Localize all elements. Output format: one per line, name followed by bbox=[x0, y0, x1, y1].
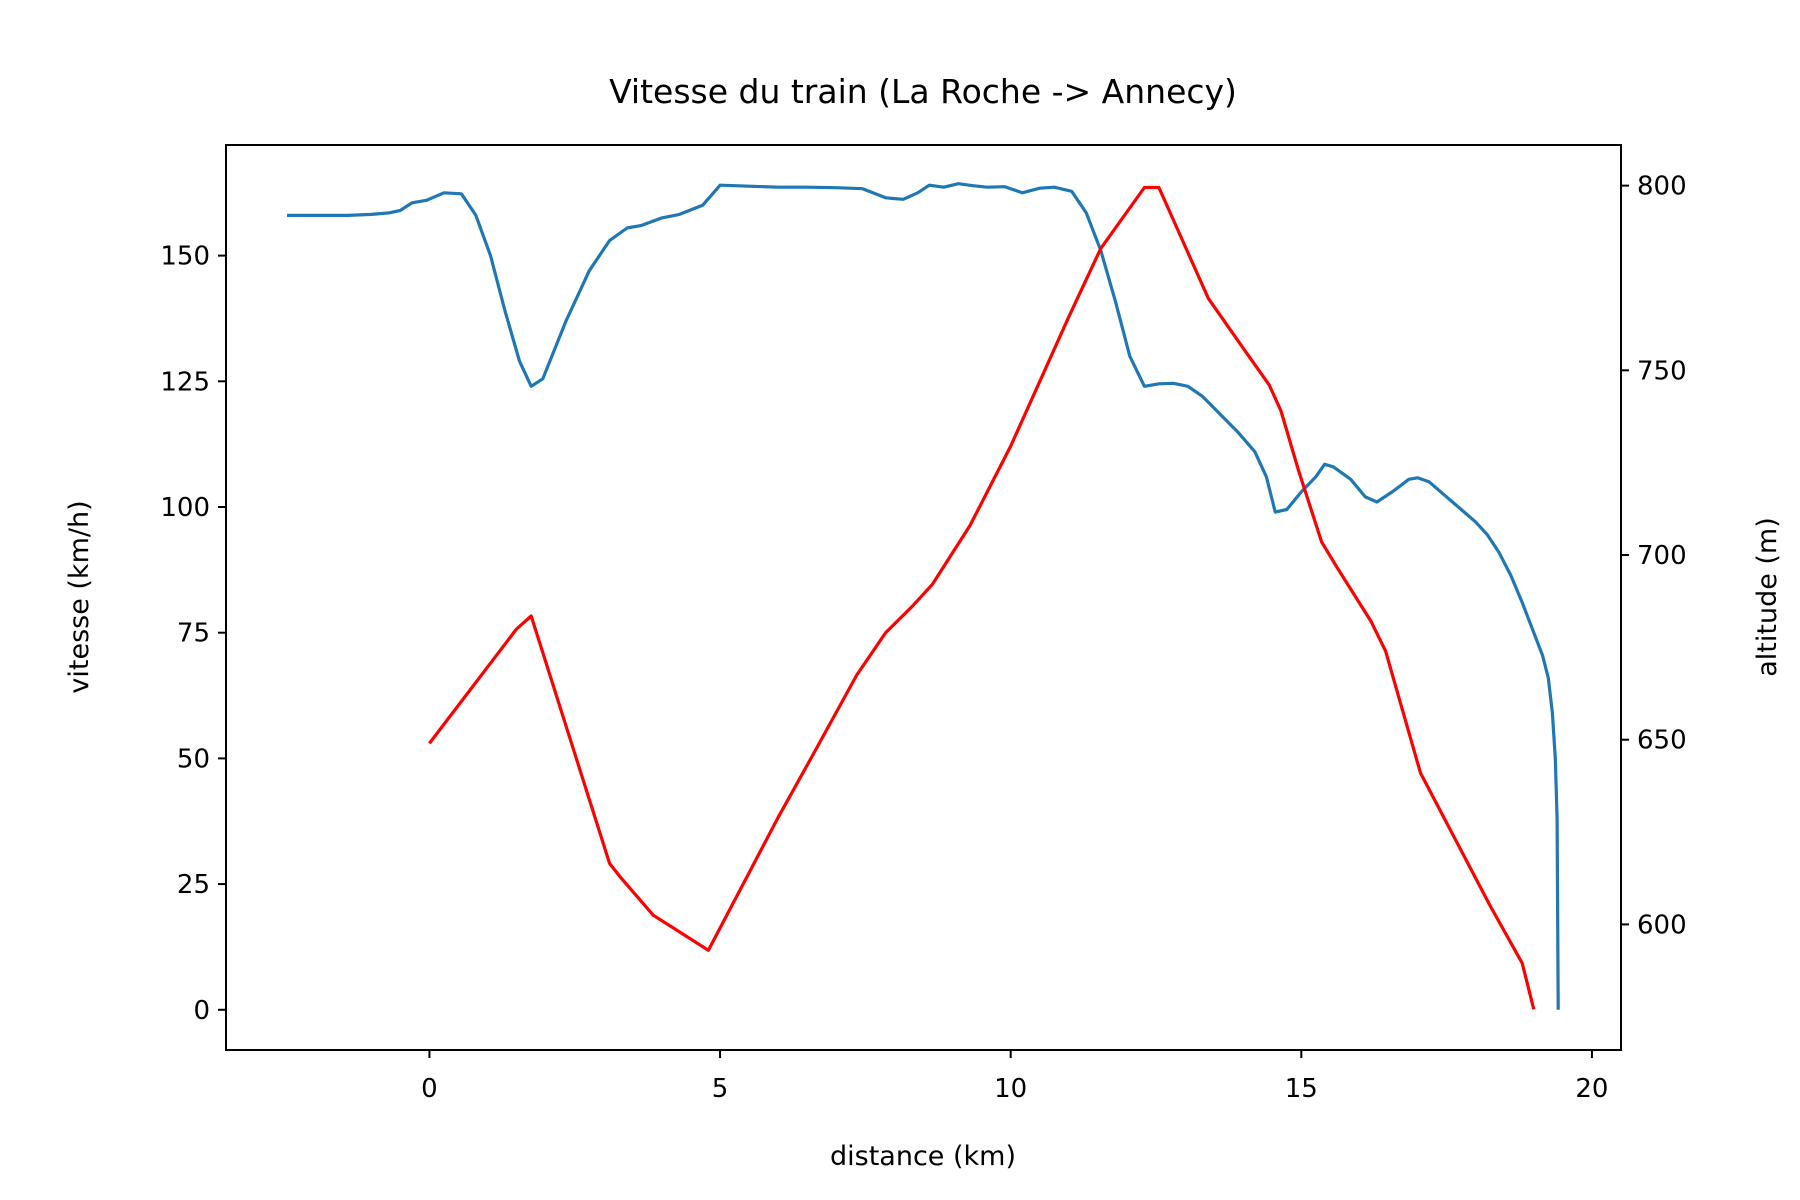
y-axis-label: vitesse (km/h) bbox=[64, 500, 95, 693]
x-axis-label: distance (km) bbox=[830, 1141, 1016, 1172]
chart-title: Vitesse du train (La Roche -> Annecy) bbox=[609, 72, 1237, 111]
y-tick-label: 100 bbox=[160, 493, 210, 523]
y-tick-label: 25 bbox=[177, 870, 210, 900]
series-layer bbox=[287, 182, 1560, 1010]
y2-tick-label: 800 bbox=[1637, 172, 1687, 202]
y-tick-label: 125 bbox=[160, 367, 210, 397]
x-tick-label: 0 bbox=[421, 1074, 438, 1104]
y-tick-label: 75 bbox=[177, 619, 210, 649]
x-tick-label: 20 bbox=[1575, 1074, 1608, 1104]
y-tick-label: 50 bbox=[177, 744, 210, 774]
y2-tick-label: 650 bbox=[1637, 726, 1687, 756]
altitude-series-line bbox=[428, 185, 1536, 1010]
y-tick-label: 150 bbox=[160, 242, 210, 272]
plot-frame bbox=[225, 144, 1622, 1051]
y2-tick-label: 700 bbox=[1637, 541, 1687, 571]
x-tick-label: 5 bbox=[712, 1074, 729, 1104]
y2-tick-label: 750 bbox=[1637, 356, 1687, 386]
speed-series-line bbox=[287, 182, 1560, 1010]
axes-layer: 0 5 10 15 20 0 25 50 75 100 125 150 600 650 700 750 800 bbox=[160, 172, 1686, 1104]
x-tick-label: 15 bbox=[1285, 1074, 1318, 1104]
y2-axis-label: altitude (m) bbox=[1752, 517, 1783, 677]
x-tick-label: 10 bbox=[994, 1074, 1027, 1104]
y2-tick-label: 600 bbox=[1637, 910, 1687, 940]
y-tick-label: 0 bbox=[193, 996, 210, 1026]
